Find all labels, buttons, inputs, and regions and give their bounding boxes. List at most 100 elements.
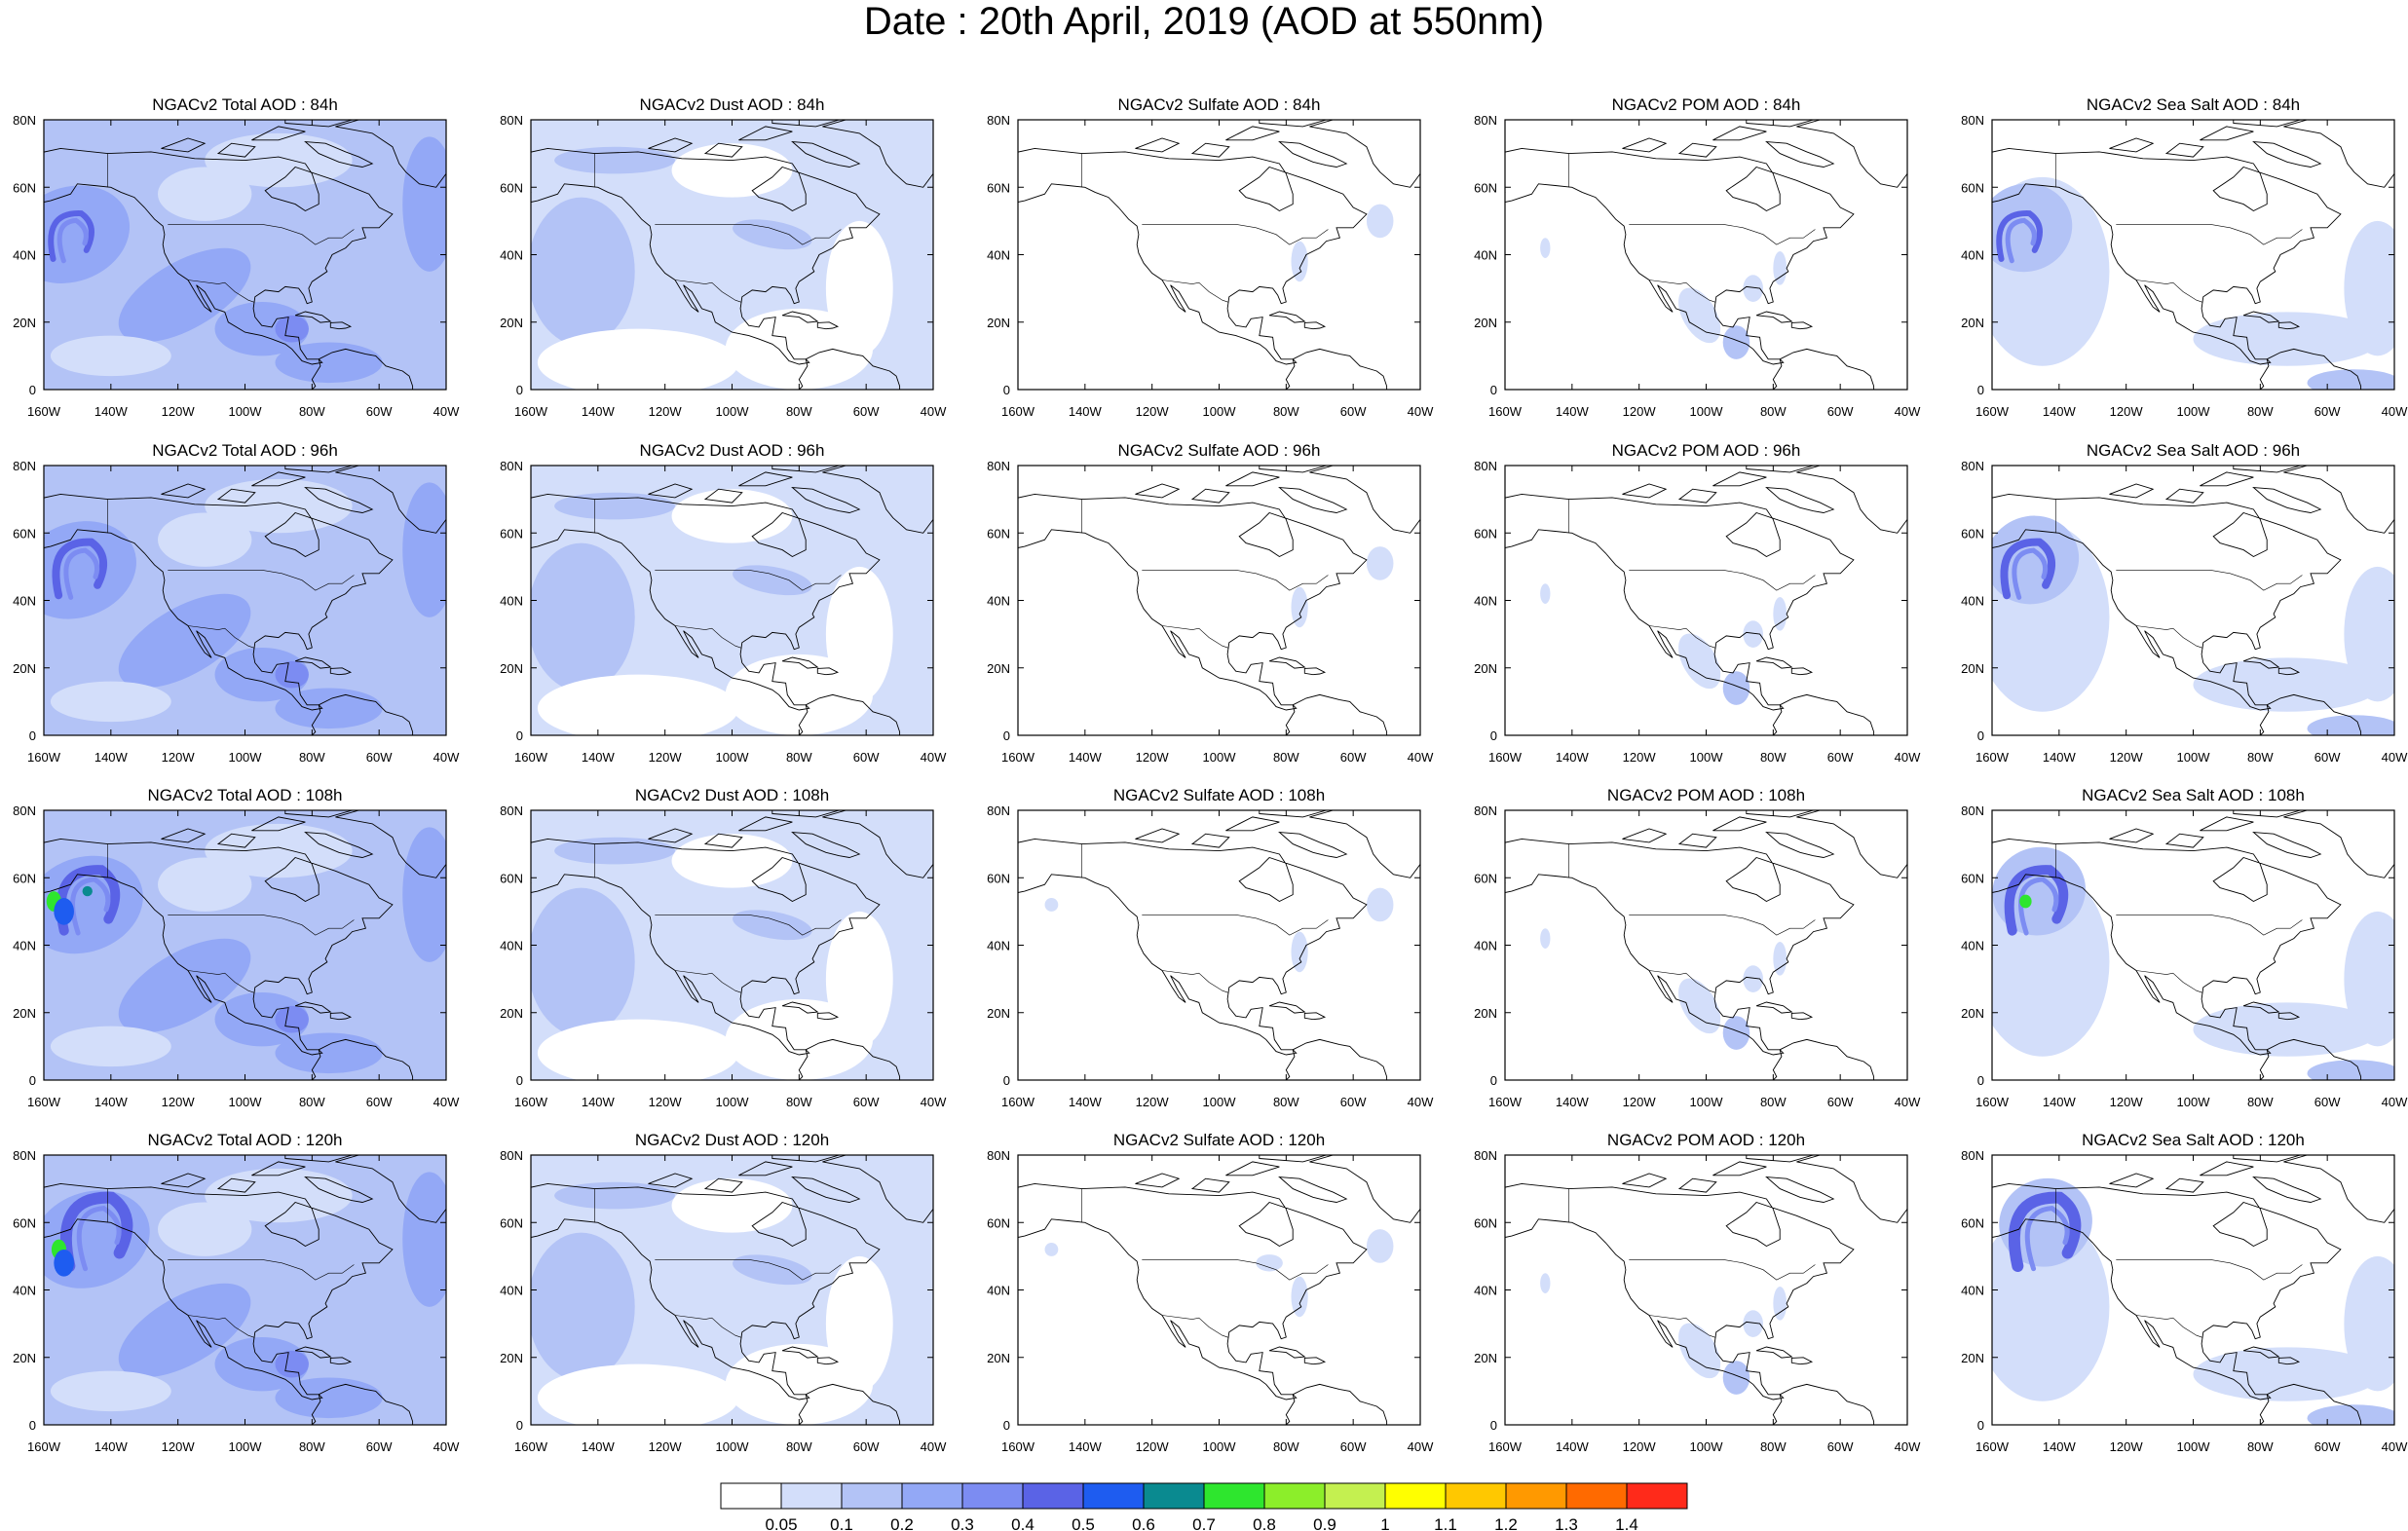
x-tick-label: 100W [1203, 1095, 1237, 1109]
y-tick-label: 60N [1961, 526, 1984, 541]
map-panel: NGACv2 Dust AOD : 108h 160W 140W 120W 100W 80… [500, 786, 947, 1109]
coastline-outline [1018, 120, 1420, 390]
x-tick-label: 100W [229, 1095, 263, 1109]
x-tick-label: 40W [921, 404, 947, 419]
y-tick-label: 20N [13, 1351, 36, 1365]
x-tick-label: 160W [1975, 750, 2010, 765]
x-tick-label: 140W [2043, 1095, 2077, 1109]
x-tick-label: 120W [162, 1095, 196, 1109]
x-tick-label: 60W [853, 750, 880, 765]
x-tick-label: 140W [2043, 1439, 2077, 1454]
y-tick-label: 60N [987, 180, 1010, 195]
x-tick-label: 120W [1623, 1095, 1657, 1109]
y-tick-label: 0 [1977, 383, 1984, 397]
y-tick-label: 0 [1003, 1418, 1010, 1433]
x-tick-label: 80W [786, 404, 812, 419]
colorbar: 0.05 0.1 0.2 0.3 0.4 0.5 0.6 0.7 0.8 0.9 1 1.1 1.2 1.… [720, 1482, 1688, 1531]
colorbar-swatch [1626, 1482, 1688, 1510]
panel-title: NGACv2 POM AOD : 120h [1607, 1131, 1805, 1149]
x-tick-label: 100W [1690, 404, 1724, 419]
x-tick-label: 40W [921, 1095, 947, 1109]
x-tick-label: 60W [1827, 750, 1854, 765]
x-tick-label: 40W [2382, 750, 2408, 765]
y-tick-label: 40N [1961, 939, 1984, 953]
colorbar-label: 0.3 [951, 1515, 974, 1531]
aod-shading [1992, 846, 2394, 1080]
colorbar-swatch [1082, 1482, 1145, 1510]
x-tick-label: 60W [2314, 1439, 2341, 1454]
y-tick-label: 20N [987, 1006, 1010, 1021]
y-tick-label: 80N [1474, 1148, 1497, 1163]
map-panel: NGACv2 Sea Salt AOD : 96h 160W 140W 120W 100… [1961, 441, 2408, 765]
y-tick-label: 0 [29, 1073, 36, 1088]
x-tick-label: 80W [299, 750, 325, 765]
aod-shading [531, 120, 933, 390]
y-tick-label: 80N [1961, 459, 1984, 473]
x-tick-label: 60W [2314, 1095, 2341, 1109]
coastline-outline [1505, 810, 1907, 1080]
coastline-outline [1505, 1155, 1907, 1425]
colorbar-label: 0.4 [1011, 1515, 1035, 1531]
y-tick-label: 0 [1490, 1073, 1497, 1088]
x-tick-label: 80W [299, 1095, 325, 1109]
map-panel: NGACv2 Dust AOD : 84h 160W 140W 120W 100W 80W… [500, 95, 947, 419]
y-tick-label: 40N [13, 248, 36, 263]
x-tick-label: 80W [1760, 1439, 1787, 1454]
x-tick-label: 160W [1975, 404, 2010, 419]
aod-shading [531, 810, 933, 1080]
coastline-outline [1018, 810, 1420, 1080]
map-panel: NGACv2 Total AOD : 108h 160W 140W 120W 100W 8… [13, 786, 460, 1109]
colorbar-swatch [1324, 1482, 1386, 1510]
y-tick-label: 20N [1961, 1006, 1984, 1021]
colorbar-label: 0.9 [1313, 1515, 1336, 1531]
panel-title: NGACv2 Sea Salt AOD : 108h [2082, 786, 2305, 804]
x-tick-label: 120W [2110, 404, 2144, 419]
x-tick-label: 80W [786, 750, 812, 765]
x-tick-label: 60W [853, 1439, 880, 1454]
x-tick-label: 100W [1690, 1095, 1724, 1109]
y-tick-label: 0 [29, 728, 36, 743]
x-tick-label: 100W [1203, 750, 1237, 765]
y-tick-label: 20N [987, 1351, 1010, 1365]
map-panel: NGACv2 Sulfate AOD : 96h 160W 140W 120W 100W… [987, 441, 1434, 765]
x-tick-label: 40W [433, 1095, 460, 1109]
y-tick-label: 20N [987, 316, 1010, 330]
y-tick-label: 80N [987, 803, 1010, 818]
y-tick-label: 20N [500, 1006, 523, 1021]
map-panel: NGACv2 POM AOD : 84h 160W 140W 120W 100W 80W 6… [1474, 95, 1921, 419]
y-tick-label: 60N [13, 526, 36, 541]
panel-title: NGACv2 POM AOD : 108h [1607, 786, 1805, 804]
y-tick-label: 0 [1490, 728, 1497, 743]
x-tick-label: 140W [94, 1095, 129, 1109]
aod-shading [1992, 176, 2394, 390]
x-tick-label: 80W [1760, 750, 1787, 765]
y-tick-label: 0 [516, 383, 523, 397]
x-tick-label: 60W [366, 1439, 393, 1454]
y-tick-label: 80N [500, 803, 523, 818]
coastline-outline [1992, 466, 2394, 735]
x-tick-label: 100W [1203, 404, 1237, 419]
y-tick-label: 80N [987, 459, 1010, 473]
figure-title: Date : 20th April, 2019 (AOD at 550nm) [863, 0, 1545, 43]
y-tick-label: 20N [500, 661, 523, 676]
map-panel: NGACv2 Dust AOD : 120h 160W 140W 120W 100W 80… [500, 1131, 947, 1454]
y-tick-label: 40N [987, 248, 1010, 263]
coastline-outline [44, 1155, 446, 1425]
panel-title: NGACv2 Total AOD : 108h [147, 786, 342, 804]
x-tick-label: 160W [1001, 1095, 1035, 1109]
x-tick-label: 100W [2177, 404, 2211, 419]
x-tick-label: 140W [94, 404, 129, 419]
y-tick-label: 40N [987, 594, 1010, 609]
y-tick-label: 0 [1003, 383, 1010, 397]
x-tick-label: 40W [433, 750, 460, 765]
y-tick-label: 40N [987, 939, 1010, 953]
map-panel: NGACv2 POM AOD : 108h 160W 140W 120W 100W 80W… [1474, 786, 1921, 1109]
y-tick-label: 20N [500, 1351, 523, 1365]
x-tick-label: 60W [366, 750, 393, 765]
y-tick-label: 20N [1474, 661, 1497, 676]
y-tick-label: 40N [1961, 248, 1984, 263]
y-tick-label: 0 [1490, 1418, 1497, 1433]
y-tick-label: 60N [500, 1215, 523, 1230]
colorbar-swatch [1384, 1482, 1447, 1510]
x-tick-label: 80W [1760, 404, 1787, 419]
